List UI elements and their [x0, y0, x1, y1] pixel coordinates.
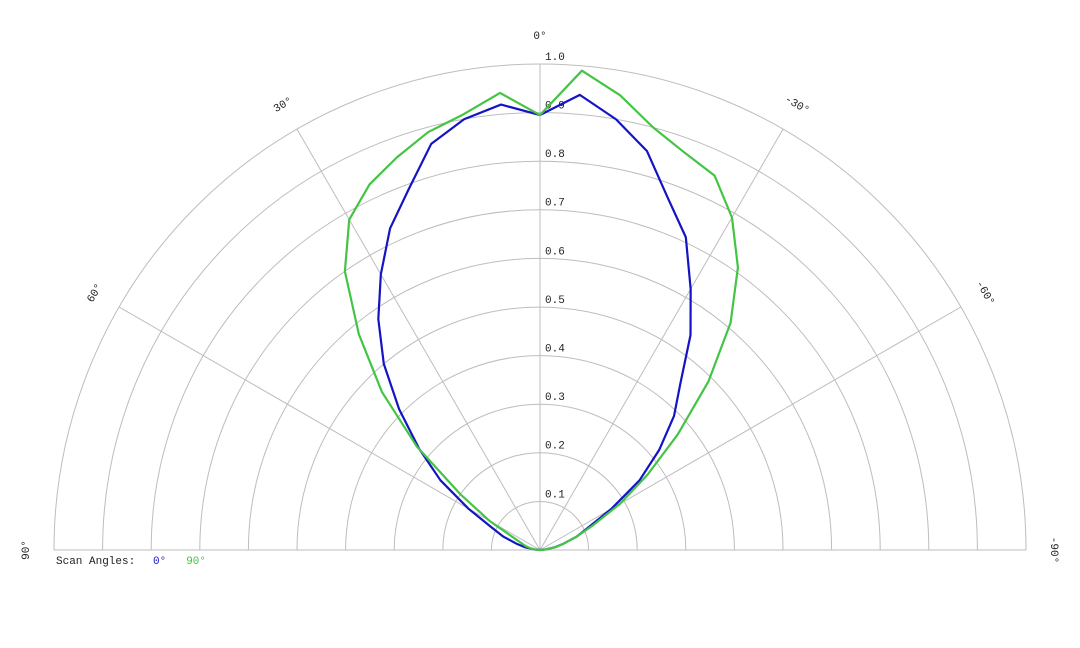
grid-spoke	[118, 306, 541, 551]
r-tick-label: 0.2	[545, 441, 565, 453]
legend-title: Scan Angles:	[56, 556, 135, 568]
angle-tick-label: -60°	[973, 279, 997, 308]
r-tick-label: 0.6	[545, 246, 565, 258]
r-tick-label: 0.8	[545, 149, 565, 161]
angle-tick-label: 30°	[272, 95, 295, 115]
grid-spoke	[296, 128, 541, 551]
grid-spoke	[539, 306, 962, 551]
angle-tick-label: -30°	[782, 94, 811, 118]
angle-tick-label: 0°	[533, 31, 546, 43]
r-tick-label: 1.0	[545, 52, 565, 64]
legend-entry: 90°	[186, 556, 206, 568]
series-line	[377, 93, 692, 552]
r-tick-label: 0.7	[545, 198, 565, 210]
r-tick-label: 0.4	[545, 344, 565, 356]
angle-tick-label: 90°	[21, 540, 33, 560]
r-tick-label: 0.5	[545, 295, 565, 307]
r-tick-label: 0.1	[545, 489, 565, 501]
grid-spoke	[539, 128, 784, 551]
angle-tick-label: -90°	[1047, 537, 1059, 563]
legend-entry: 0°	[153, 556, 166, 568]
series-line	[343, 69, 740, 552]
r-tick-label: 0.3	[545, 392, 565, 404]
angle-tick-label: 60°	[85, 282, 105, 305]
